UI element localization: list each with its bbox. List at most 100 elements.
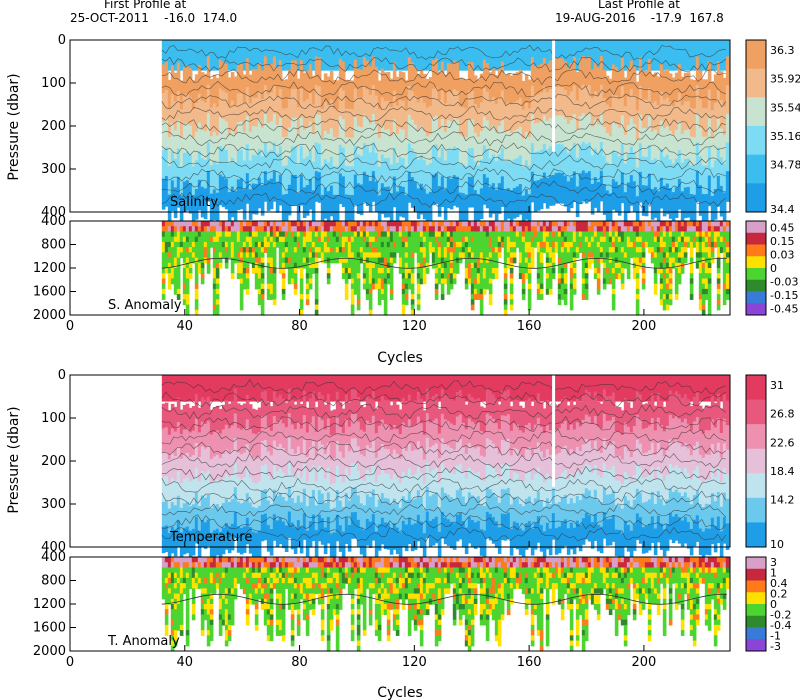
- anomaly-cell: [281, 288, 286, 295]
- anomaly-cell: [239, 262, 244, 269]
- field-cell: [419, 375, 424, 402]
- field-cell: [305, 70, 310, 102]
- anomaly-cell: [179, 583, 184, 589]
- field-cell: [170, 375, 175, 402]
- anomaly-cell: [212, 241, 217, 248]
- field-cell: [161, 40, 166, 71]
- anomaly-cell: [599, 221, 604, 227]
- anomaly-cell: [173, 241, 178, 248]
- anomaly-cell: [293, 257, 298, 264]
- field-cell: [194, 131, 199, 163]
- anomaly-cell: [671, 221, 676, 227]
- field-cell: [479, 430, 484, 458]
- anomaly-cell: [638, 231, 643, 238]
- field-cell: [719, 99, 724, 131]
- anomaly-cell: [374, 268, 379, 274]
- field-cell: [608, 445, 613, 472]
- anomaly-cell: [410, 278, 415, 285]
- anomaly-cell: [611, 236, 616, 243]
- field-cell: [527, 79, 532, 111]
- anomaly-cell: [218, 247, 223, 253]
- anomaly-cell: [359, 241, 364, 248]
- contour-line: [161, 403, 726, 420]
- anomaly-cell: [377, 268, 382, 274]
- anomaly-cell: [404, 262, 409, 269]
- anomaly-cell: [269, 247, 274, 253]
- anomaly-cell: [350, 257, 355, 264]
- anomaly-cell: [677, 278, 682, 285]
- anomaly-cell: [419, 231, 424, 238]
- anomaly-cell: [716, 241, 721, 248]
- anomaly-cell: [377, 226, 382, 233]
- anomaly-cell: [290, 226, 295, 233]
- anomaly-cell: [230, 247, 235, 253]
- field-cell: [473, 522, 478, 549]
- anomaly-cell: [365, 257, 370, 264]
- field-cell: [281, 79, 286, 111]
- field-cell: [416, 391, 421, 419]
- field-cell: [668, 102, 673, 133]
- anomaly-cell: [518, 226, 523, 233]
- anomaly-cell: [545, 252, 550, 259]
- anomaly-cell: [257, 288, 262, 295]
- anomaly-cell: [704, 278, 709, 285]
- field-cell: [521, 375, 526, 402]
- anomaly-cell: [443, 268, 448, 274]
- anomaly-cell: [245, 221, 250, 227]
- anomaly-cell: [440, 262, 445, 269]
- field-cell: [623, 375, 628, 402]
- field-cell: [314, 407, 319, 434]
- field-cell: [497, 429, 502, 456]
- field-cell: [632, 426, 637, 453]
- field-cell: [611, 466, 616, 493]
- field-cell: [611, 515, 616, 542]
- anomaly-cell: [662, 226, 667, 233]
- field-cell: [671, 442, 676, 470]
- field-cell: [215, 430, 220, 458]
- field-cell: [527, 471, 532, 499]
- anomaly-cell: [662, 247, 667, 253]
- field-cell: [395, 527, 400, 555]
- anomaly-cell: [644, 226, 649, 233]
- field-cell: [563, 40, 568, 71]
- field-cell: [647, 425, 652, 453]
- anomaly-cell: [470, 247, 475, 253]
- field-cell: [575, 397, 580, 425]
- anomaly-cell: [356, 257, 361, 264]
- anomaly-cell: [197, 226, 202, 233]
- field-cell: [161, 526, 166, 554]
- field-cell: [620, 459, 625, 487]
- field-cell: [179, 137, 184, 169]
- field-cell: [524, 400, 529, 427]
- field-cell: [185, 501, 190, 529]
- field-cell: [536, 375, 541, 402]
- anomaly-cell: [653, 241, 658, 248]
- field-cell: [296, 164, 301, 196]
- field-cell: [449, 178, 454, 210]
- field-cell: [698, 375, 703, 402]
- anomaly-cell: [308, 262, 313, 269]
- anomaly-cell: [662, 304, 667, 311]
- anomaly-cell: [569, 299, 574, 306]
- anomaly-cell: [416, 304, 421, 311]
- anomaly-cell: [365, 283, 370, 290]
- anomaly-cell: [620, 221, 625, 227]
- anomaly-cell: [380, 247, 385, 253]
- field-cell: [308, 521, 313, 548]
- field-cell: [242, 131, 247, 163]
- anomaly-cell: [164, 252, 169, 259]
- anomaly-cell: [482, 252, 487, 259]
- anomaly-cell: [284, 236, 289, 243]
- field-cell: [332, 532, 337, 559]
- field-cell: [575, 446, 580, 474]
- field-cell: [305, 530, 310, 558]
- field-cell: [578, 115, 583, 147]
- field-cell: [437, 100, 442, 131]
- anomaly-cell: [563, 288, 568, 295]
- anomaly-cell: [572, 288, 577, 295]
- field-cell: [614, 529, 619, 557]
- anomaly-cell: [725, 257, 730, 264]
- field-cell: [500, 464, 505, 492]
- field-cell: [671, 40, 676, 71]
- anomaly-cell: [623, 231, 628, 238]
